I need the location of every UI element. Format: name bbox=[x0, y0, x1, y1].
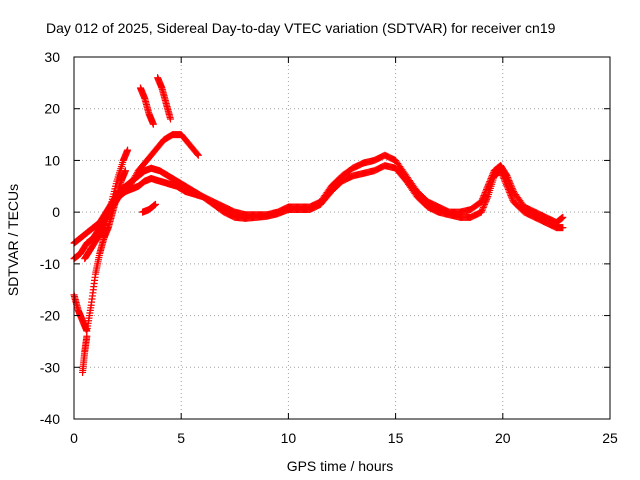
x-axis-label: GPS time / hours bbox=[287, 458, 394, 474]
data-point bbox=[127, 179, 135, 187]
data-point bbox=[485, 179, 493, 187]
data-point bbox=[151, 200, 159, 208]
y-tick-label: -40 bbox=[40, 411, 60, 427]
data-point bbox=[504, 175, 512, 183]
x-tick-label: 20 bbox=[495, 430, 511, 446]
data-point bbox=[508, 195, 516, 203]
y-tick-label: 0 bbox=[52, 204, 60, 220]
data-point bbox=[126, 182, 134, 190]
data-point bbox=[193, 150, 201, 158]
data-point bbox=[128, 178, 136, 186]
series-low-start-trace bbox=[79, 332, 91, 376]
data-point bbox=[483, 184, 491, 192]
data-point bbox=[479, 193, 487, 201]
data-point bbox=[127, 181, 135, 189]
axes-layer bbox=[73, 56, 611, 420]
data-point bbox=[504, 173, 512, 181]
data-point bbox=[478, 207, 486, 215]
data-point bbox=[488, 171, 496, 179]
data-point bbox=[484, 181, 492, 189]
data-point bbox=[129, 176, 137, 184]
data-point bbox=[481, 190, 489, 198]
y-tick-label: -30 bbox=[40, 359, 60, 375]
data-point bbox=[482, 187, 490, 195]
data-point bbox=[83, 332, 91, 340]
data-point bbox=[508, 184, 516, 192]
data-point bbox=[477, 198, 485, 206]
data-point bbox=[559, 224, 567, 232]
data-point bbox=[509, 186, 517, 194]
data-point bbox=[194, 151, 202, 159]
series-small-segment-trace bbox=[139, 200, 159, 216]
data-point bbox=[480, 202, 488, 210]
tick-label-layer: 0 5 10 15 20 25 -40 -30 -20 -10 0 10 20 30 bbox=[40, 49, 618, 446]
series-high-spike-trace-b bbox=[154, 74, 174, 123]
chart-title: Day 012 of 2025, Sidereal Day-to-day VTE… bbox=[46, 20, 556, 36]
x-tick-label: 5 bbox=[177, 430, 185, 446]
data-point bbox=[506, 178, 514, 186]
data-point bbox=[483, 185, 491, 193]
data-point bbox=[489, 170, 497, 178]
data-point bbox=[506, 180, 514, 188]
x-tick-label: 0 bbox=[70, 430, 78, 446]
data-point bbox=[508, 183, 516, 191]
data-point bbox=[481, 188, 489, 196]
data-point bbox=[508, 193, 516, 201]
data-point bbox=[487, 175, 495, 183]
y-tick-label: 10 bbox=[44, 152, 60, 168]
data-point bbox=[505, 177, 513, 185]
data-point bbox=[486, 178, 494, 186]
data-point bbox=[479, 205, 487, 213]
y-tick-label: 20 bbox=[44, 101, 60, 117]
series-upper-arc-trace bbox=[117, 131, 202, 195]
series-high-spike-trace-a bbox=[136, 84, 157, 128]
data-point bbox=[486, 176, 494, 184]
data-point bbox=[130, 175, 138, 183]
data-point bbox=[479, 195, 487, 203]
series-steep-rise-trace bbox=[81, 146, 132, 263]
data-point bbox=[478, 196, 486, 204]
data-point bbox=[480, 192, 488, 200]
data-point bbox=[479, 203, 487, 211]
series-deep-dip-trace bbox=[70, 167, 129, 335]
data-point bbox=[484, 182, 492, 190]
data-point bbox=[477, 208, 485, 216]
data-point bbox=[559, 213, 567, 221]
data-point bbox=[507, 181, 515, 189]
data-point bbox=[99, 225, 107, 233]
data-point bbox=[133, 170, 141, 178]
x-tick-label: 25 bbox=[602, 430, 618, 446]
y-tick-label: -20 bbox=[40, 308, 60, 324]
grid-layer bbox=[74, 57, 610, 419]
y-tick-label: -10 bbox=[40, 256, 60, 272]
data-point bbox=[124, 146, 132, 154]
data-point bbox=[149, 120, 157, 128]
data-point bbox=[488, 173, 496, 181]
x-tick-label: 15 bbox=[388, 430, 404, 446]
x-tick-label: 10 bbox=[281, 430, 297, 446]
data-point bbox=[132, 171, 140, 179]
y-tick-label: 30 bbox=[44, 49, 60, 65]
data-point bbox=[131, 173, 139, 181]
plot-border bbox=[73, 56, 611, 420]
y-axis-label: SDTVAR / TECUs bbox=[5, 184, 21, 296]
data-point bbox=[503, 172, 511, 180]
data-point bbox=[166, 115, 174, 123]
data-layer bbox=[70, 74, 567, 376]
